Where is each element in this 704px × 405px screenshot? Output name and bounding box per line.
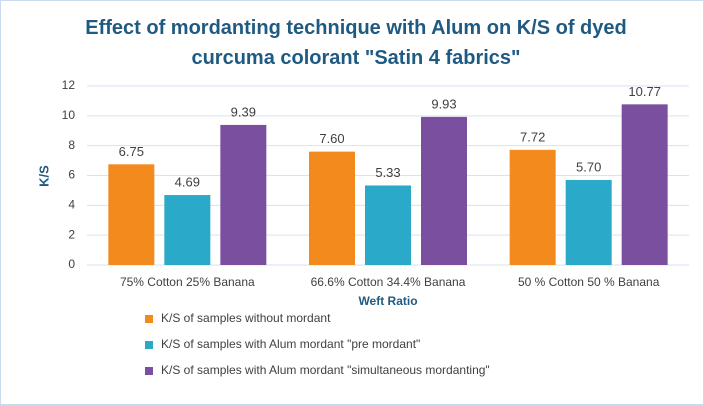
y-axis-label: K/S [36, 165, 51, 187]
legend-label: K/S of samples without mordant [161, 311, 331, 325]
value-label: 7.72 [520, 129, 545, 144]
y-tick-label: 0 [68, 257, 75, 271]
legend-label: K/S of samples with Alum mordant "simult… [161, 363, 490, 377]
value-label: 7.60 [319, 131, 344, 146]
legend-swatch [145, 367, 153, 375]
bar [565, 179, 612, 265]
y-tick-label: 8 [68, 138, 75, 152]
legend-swatch [145, 315, 153, 323]
bar [365, 185, 411, 265]
value-label: 10.77 [628, 84, 661, 99]
value-label: 9.93 [431, 96, 456, 111]
x-tick-label: 66.6% Cotton 34.4% Banana [311, 275, 466, 289]
bar [220, 124, 267, 266]
y-tick-label: 10 [62, 108, 76, 122]
bar [164, 195, 211, 265]
y-tick-label: 12 [62, 78, 76, 92]
legend-swatch [145, 341, 153, 349]
y-tick-label: 4 [68, 198, 75, 212]
x-tick-label: 75% Cotton 25% Banana [120, 275, 255, 289]
x-axis-label: Weft Ratio [358, 294, 417, 308]
bar [621, 104, 668, 265]
value-label: 9.39 [231, 104, 256, 119]
y-tick-label: 6 [68, 168, 75, 182]
chart-title: Effect of mordanting technique with Alum… [85, 17, 627, 69]
value-label: 5.70 [576, 159, 601, 174]
x-tick-label: 50 % Cotton 50 % Banana [518, 275, 660, 289]
bar [509, 149, 556, 265]
value-label: 5.33 [375, 165, 400, 180]
y-tick-label: 2 [68, 227, 75, 241]
bar [421, 116, 467, 265]
legend-label: K/S of samples with Alum mordant "pre mo… [161, 337, 420, 351]
value-label: 4.69 [175, 174, 200, 189]
bar [309, 151, 355, 265]
value-label: 6.75 [119, 144, 144, 159]
bar [108, 164, 155, 265]
